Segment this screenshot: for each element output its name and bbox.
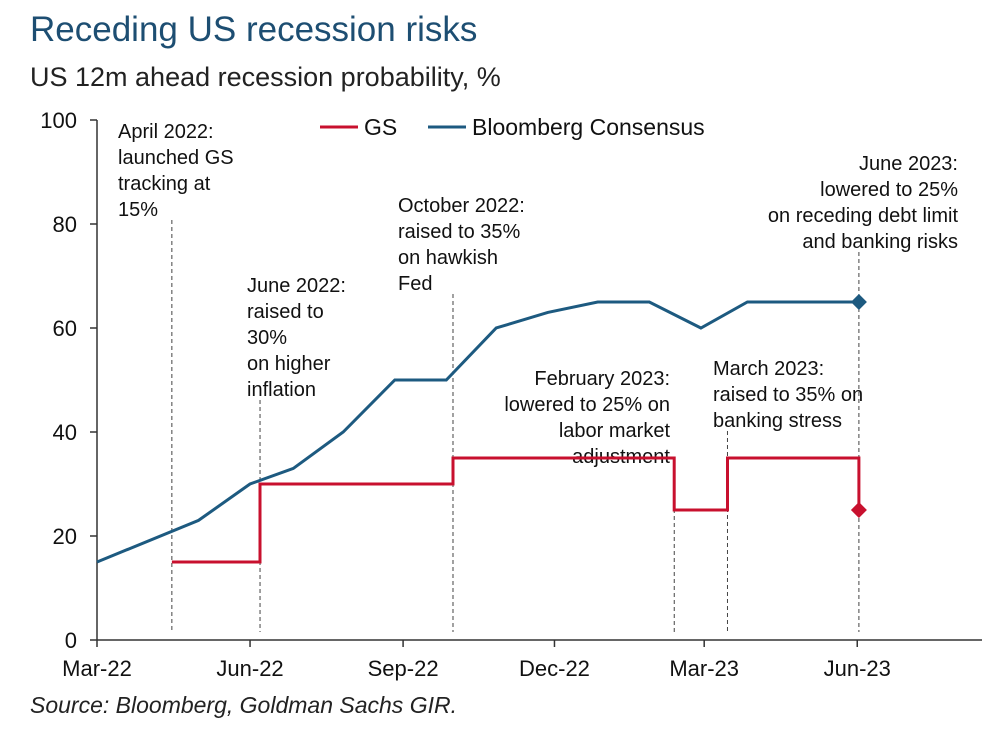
annotation-line: June 2022:	[247, 275, 346, 297]
x-tick-label: Jun-23	[824, 656, 891, 681]
annotation-line: banking stress	[713, 410, 842, 432]
annotation-line: launched GS	[118, 147, 234, 169]
annotation-line: June 2023:	[859, 153, 958, 175]
legend-label: GS	[364, 114, 397, 140]
x-tick-label: Jun-22	[216, 656, 283, 681]
annotation-line: labor market	[559, 420, 671, 442]
legend-label: Bloomberg Consensus	[472, 114, 705, 140]
chart-title: Receding US recession risks	[30, 10, 478, 49]
x-tick-label: Sep-22	[368, 656, 439, 681]
source-note: Source: Bloomberg, Goldman Sachs GIR.	[30, 692, 457, 718]
y-tick-label: 100	[40, 108, 77, 133]
y-tick-label: 60	[53, 316, 77, 341]
series-end-marker-gs	[850, 502, 867, 518]
annotation-line: lowered to 25% on	[504, 394, 670, 416]
annotation-text: June 2023: lowered to 25% on receding debt…	[768, 153, 959, 253]
annotation-line: 15%	[118, 199, 158, 221]
annotation-line: on receding debt limit	[768, 205, 959, 227]
annotation-text: February 2023: lowered to 25% on labor mar…	[504, 368, 670, 468]
annotation-line: 30%	[247, 327, 287, 349]
chart-subtitle: US 12m ahead recession probability, %	[30, 62, 501, 92]
y-tick-label: 20	[53, 524, 77, 549]
annotation-line: October 2022:	[398, 195, 525, 217]
annotation-line: March 2023:	[713, 358, 824, 380]
annotation-line: Fed	[398, 273, 432, 295]
annotation-line: on higher	[247, 353, 331, 375]
annotation-line: April 2022:	[118, 121, 214, 143]
series-line-gs	[171, 456, 861, 564]
series-end-marker-bloomberg	[850, 294, 867, 310]
annotation-text: March 2023: raised to 35% on banking stres…	[713, 358, 863, 432]
x-tick-label: Dec-22	[519, 656, 590, 681]
annotation-text: April 2022: launched GS tracking at 15%	[118, 121, 234, 221]
series-line-bloomberg	[96, 300, 859, 564]
annotation-line: February 2023:	[534, 368, 670, 390]
y-tick-label: 80	[53, 212, 77, 237]
y-tick-label: 40	[53, 420, 77, 445]
annotation-line: and banking risks	[802, 231, 958, 253]
annotation-text: June 2022: raised to 30% on higher inflation	[247, 275, 346, 401]
x-tick-label: Mar-23	[669, 656, 739, 681]
legend: GS Bloomberg Consensus	[320, 114, 705, 140]
annotation-line: lowered to 25%	[820, 179, 958, 201]
annotation-line: inflation	[247, 379, 316, 401]
y-tick-label: 0	[65, 628, 77, 653]
annotation-line: on hawkish	[398, 247, 498, 269]
annotation-text: October 2022: raised to 35% on hawkish Fed	[398, 195, 525, 295]
x-tick-label: Mar-22	[62, 656, 132, 681]
annotation-line: raised to 35%	[398, 221, 521, 243]
annotation-line: raised to 35% on	[713, 384, 863, 406]
annotation-line: tracking at	[118, 173, 211, 195]
annotation-line: raised to	[247, 301, 324, 323]
